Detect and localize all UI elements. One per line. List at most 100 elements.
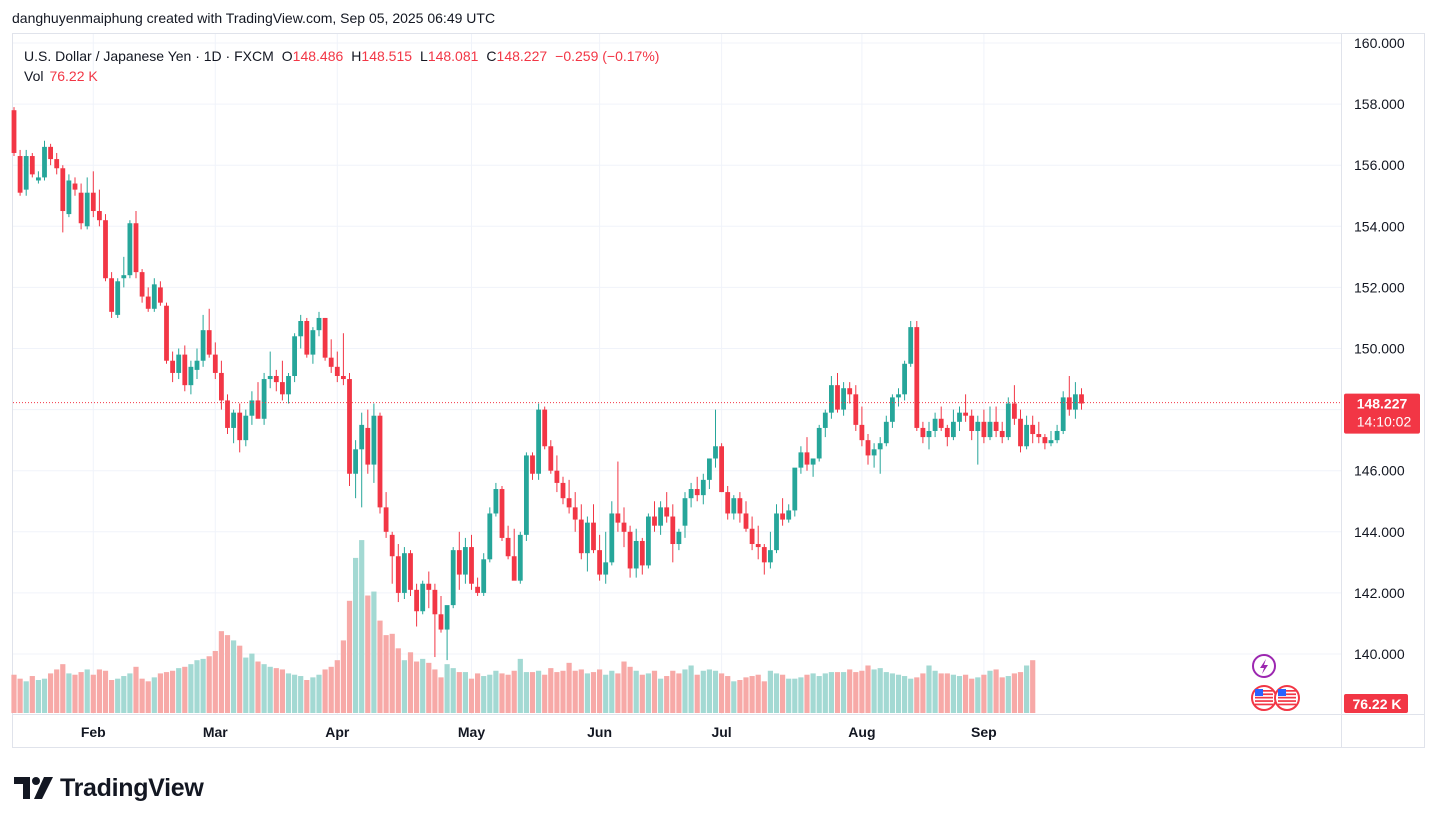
candle	[188, 360, 194, 395]
candle-body	[877, 443, 883, 450]
candle-body	[926, 430, 932, 438]
candle-body	[432, 589, 438, 615]
high-label: H	[351, 48, 362, 64]
candle	[713, 409, 718, 468]
candle-body	[896, 394, 901, 398]
candle-body	[975, 421, 981, 431]
candle	[975, 415, 981, 465]
candle	[676, 528, 682, 551]
candle-body	[286, 375, 291, 395]
volume-bar	[23, 681, 29, 713]
volume-bar	[847, 669, 853, 713]
candle	[694, 476, 700, 502]
chart-frame[interactable]	[12, 33, 1425, 748]
volume-bar	[29, 676, 35, 713]
candle-body	[158, 287, 163, 303]
candle	[621, 507, 627, 548]
candle	[151, 278, 157, 312]
volume-bar	[841, 672, 847, 713]
volume-bar	[834, 672, 841, 713]
candle-body	[743, 513, 749, 529]
creator-attribution: danghuyenmaiphung created with TradingVi…	[12, 10, 496, 26]
volume-bar	[743, 677, 749, 713]
candle-body	[1030, 424, 1036, 435]
candle	[1005, 397, 1011, 441]
volume-bar	[651, 670, 658, 713]
candle	[609, 501, 615, 566]
candle	[48, 143, 53, 166]
time-tick-label: Mar	[203, 724, 228, 740]
candle-body	[225, 400, 230, 428]
volume-bar	[798, 677, 804, 713]
volume-bar	[658, 678, 664, 713]
candle-body	[658, 507, 663, 526]
volume-bar	[481, 676, 487, 713]
candle	[36, 171, 41, 184]
flag-stripe	[1255, 690, 1273, 692]
candle	[743, 501, 749, 532]
candle-body	[420, 583, 426, 612]
volume-bar	[926, 665, 932, 713]
open-value: 148.486	[292, 48, 344, 64]
volume-bar	[645, 673, 651, 713]
volume-bar	[194, 660, 200, 713]
volume-bar	[462, 672, 468, 713]
candle-body	[859, 424, 865, 441]
candle-body	[670, 516, 676, 545]
candle	[1054, 424, 1060, 444]
volume-bar	[755, 674, 761, 713]
candle-body	[810, 458, 816, 465]
candle-body	[170, 360, 175, 373]
candle-body	[774, 513, 779, 551]
candle	[212, 342, 218, 380]
candle	[835, 372, 840, 413]
volume-bar	[828, 672, 834, 713]
volume-bar	[285, 673, 292, 713]
candle	[963, 394, 968, 422]
candle-body	[987, 421, 993, 438]
volume-bar	[102, 670, 109, 713]
candle-body	[408, 553, 413, 590]
volume-bar	[450, 668, 456, 713]
time-axis[interactable]: Feb Mar Apr May Jun Jul Aug Sep	[81, 724, 997, 740]
us-flag-icon	[1274, 685, 1300, 711]
candle	[1030, 415, 1036, 444]
candle-body	[29, 156, 35, 175]
candle-body	[847, 388, 853, 395]
candle	[749, 516, 755, 551]
candle-body	[334, 366, 340, 376]
volume-bar	[615, 673, 621, 713]
tradingview-brand[interactable]: TradingView	[14, 771, 204, 805]
candle-body	[463, 547, 468, 575]
volume-badge-bg	[1344, 694, 1408, 713]
candle-body	[713, 446, 718, 459]
candle	[1018, 409, 1023, 453]
candle-body	[932, 418, 938, 431]
candle-body	[36, 177, 41, 181]
volume-bar	[60, 664, 66, 713]
volume-bar	[188, 664, 194, 713]
candle-body	[578, 519, 584, 554]
candle	[572, 492, 578, 532]
volume-bar	[414, 661, 420, 713]
candle-body	[621, 522, 627, 532]
candle-body	[127, 223, 133, 276]
candle	[707, 458, 712, 490]
candle-body	[822, 412, 828, 428]
candle	[1073, 382, 1078, 419]
candle	[145, 287, 151, 312]
candle	[420, 580, 426, 615]
price-axis[interactable]: 160.000 158.000 156.000 154.000 152.000 150.0…	[1354, 35, 1405, 662]
volume-bar	[304, 680, 310, 713]
volume-bar	[231, 640, 237, 713]
volume-bar	[664, 676, 670, 713]
volume-bar	[78, 672, 84, 713]
price-tick-label: 142.000	[1354, 585, 1405, 601]
candle-body	[377, 415, 383, 508]
candle	[755, 525, 761, 560]
volume-bar	[298, 676, 304, 713]
last-price-badge: 148.227 14:10:02	[1344, 393, 1420, 434]
volume-bar	[773, 673, 780, 713]
candle	[249, 391, 255, 425]
